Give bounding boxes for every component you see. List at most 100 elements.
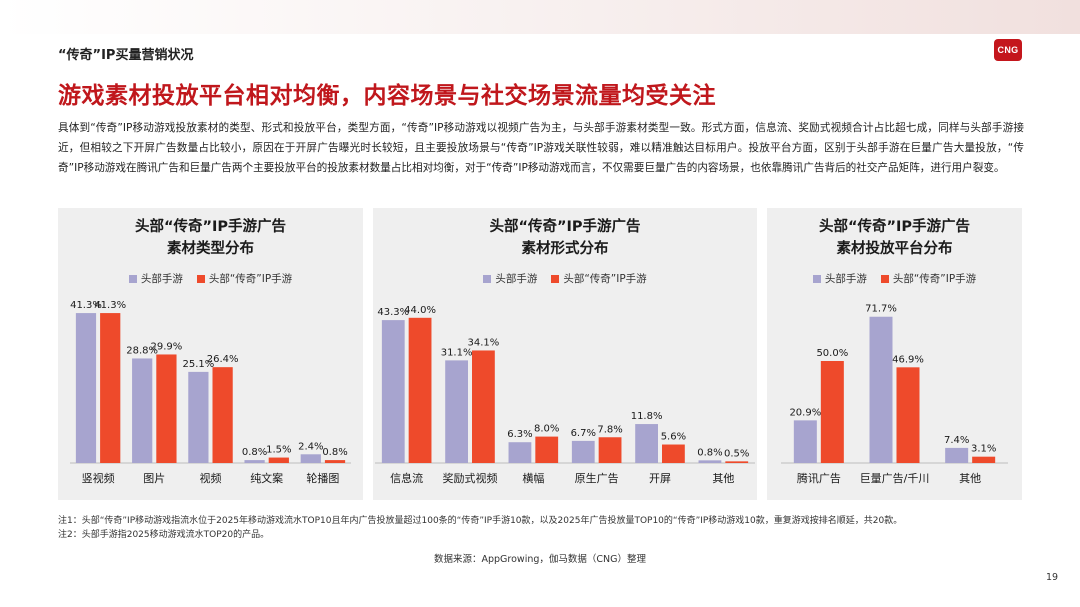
category-label: 轮播图: [306, 471, 339, 485]
category-label: 开屏: [649, 472, 671, 485]
bar-chart-form: 43.3%44.0% 信息流 31.1%34.1% 奖励式视频 6.3%8.0% 横幅 6.…: [375, 305, 755, 485]
data-label: 6.3%: [507, 429, 532, 440]
bar-chart-platform: 20.9% 50.0% 腾讯广告 71.7% 46.9% 巨量广告/千川 7.4%3.1% 其…: [781, 304, 1008, 485]
bar-series-b-4: [324, 460, 346, 463]
chart-title-line2: 素材投放平台分布: [836, 241, 953, 257]
bar-series-a-0: [793, 420, 817, 463]
bar-series-b-2: [212, 367, 233, 463]
bar-series-b-0: [408, 317, 432, 463]
cng-logo: CNG: [994, 39, 1022, 61]
category-label: 信息流: [390, 471, 423, 485]
data-label: 71.7%: [865, 304, 897, 315]
legend-item-series-b: 头部“传奇”IP手游: [551, 271, 647, 286]
data-label: 0.8%: [322, 447, 347, 458]
chart-panel-platform: 头部“传奇”IP手游广告 素材投放平台分布 头部手游 头部“传奇”IP手游 20…: [767, 208, 1022, 500]
data-label: 29.9%: [151, 341, 183, 352]
legend-label: 头部手游: [140, 273, 183, 285]
legend-item-series-a: 头部手游: [812, 271, 867, 286]
legend-label: 头部“传奇”IP手游: [892, 273, 977, 285]
intro-paragraph: 具体到“传奇”IP移动游戏投放素材的类型、形式和投放平台，类型方面，“传奇”IP…: [58, 122, 1024, 174]
data-label: 31.1%: [441, 347, 473, 358]
bar-series-a-2: [188, 371, 209, 463]
bar-series-a-1: [445, 360, 468, 463]
data-label: 0.8%: [242, 447, 267, 458]
chart-legend: 头部手游 头部“传奇”IP手游: [373, 271, 757, 286]
data-label: 41.3%: [94, 300, 126, 311]
legend-swatch: [812, 274, 821, 283]
category-label: 奖励式视频: [443, 471, 498, 485]
chart-title-line1: 头部“传奇”IP手游广告: [489, 219, 641, 235]
bar-series-b-0: [100, 313, 121, 463]
bar-chart-type: 41.3%41.3% 竖视频 28.8%29.9% 图片 25.1%26.4% 视频 0.8…: [70, 300, 351, 485]
bar-series-b-1: [896, 367, 920, 463]
data-label: 41.3%: [70, 300, 102, 311]
data-source: 数据来源：AppGrowing，伽马数据（CNG）整理: [434, 554, 646, 565]
section-label: “传奇”IP买量营销状况: [58, 48, 194, 63]
data-label: 6.7%: [571, 428, 596, 439]
bar-series-a-1: [869, 316, 893, 463]
category-label: 腾讯广告: [797, 471, 841, 485]
bar-series-b-0: [820, 361, 844, 463]
bar-series-a-0: [381, 320, 405, 463]
bar-series-b-1: [156, 354, 177, 463]
bar-series-a-3: [571, 440, 595, 463]
footnote-1: 注1：头部“传奇”IP移动游戏指流水位于2025年移动游戏流水TOP10且年内广…: [58, 516, 903, 526]
chart-title-line2: 素材形式分布: [521, 241, 609, 257]
page-number: 19: [1046, 572, 1059, 583]
legend-label: 头部“传奇”IP手游: [208, 273, 293, 285]
legend-label: 头部手游: [824, 273, 867, 285]
chart-title-line1: 头部“传奇”IP手游广告: [134, 219, 287, 235]
legend-item-series-b: 头部“传奇”IP手游: [880, 271, 977, 286]
legend-swatch: [196, 274, 205, 283]
chart-title-line2: 素材类型分布: [167, 241, 254, 257]
category-label: 竖视频: [82, 471, 115, 485]
chart-panel-type: 头部“传奇”IP手游广告 素材类型分布 头部手游 头部“传奇”IP手游 41.3…: [58, 208, 363, 500]
data-label: 50.0%: [816, 348, 848, 359]
data-label: 11.8%: [631, 411, 663, 422]
bar-series-a-5: [698, 460, 722, 463]
category-label: 巨量广告/千川: [860, 472, 930, 485]
data-label: 26.4%: [207, 354, 239, 365]
page-title: 游戏素材投放平台相对均衡，内容场景与社交场景流量均受关注: [58, 83, 716, 109]
legend-item-series-a: 头部手游: [128, 271, 183, 286]
data-label: 44.0%: [404, 305, 436, 316]
chart-legend: 头部手游 头部“传奇”IP手游: [767, 271, 1022, 286]
data-label: 46.9%: [892, 354, 924, 365]
data-label: 7.8%: [597, 424, 622, 435]
legend-swatch: [483, 274, 492, 283]
category-label: 横幅: [522, 471, 544, 485]
legend-label: 头部手游: [495, 273, 538, 285]
legend-swatch: [880, 274, 889, 283]
bar-series-b-5: [725, 461, 749, 463]
legend-swatch: [128, 274, 137, 283]
bar-series-b-3: [598, 437, 622, 463]
bar-series-b-4: [662, 444, 685, 463]
bar-series-a-0: [75, 313, 97, 463]
data-label: 8.0%: [534, 424, 559, 435]
chart-panel-form: 头部“传奇”IP手游广告 素材形式分布 头部手游 头部“传奇”IP手游 43.3…: [373, 208, 757, 500]
category-label: 其他: [959, 472, 981, 485]
legend-item-series-b: 头部“传奇”IP手游: [196, 271, 293, 286]
bar-series-b-2: [535, 436, 559, 463]
bar-series-b-3: [268, 457, 289, 463]
bar-series-a-4: [300, 454, 321, 463]
data-label: 25.1%: [182, 359, 214, 370]
data-label: 43.3%: [377, 307, 409, 318]
data-label: 5.6%: [661, 432, 686, 443]
bar-series-a-2: [945, 447, 969, 463]
data-label: 34.1%: [468, 337, 500, 348]
data-label: 0.5%: [724, 448, 749, 459]
bar-series-a-4: [635, 424, 658, 463]
chart-title-line1: 头部“传奇”IP手游广告: [818, 219, 971, 235]
bar-series-b-1: [472, 350, 495, 463]
category-label: 其他: [712, 472, 734, 485]
legend-swatch: [551, 274, 560, 283]
category-label: 原生广告: [575, 471, 619, 485]
data-label: 20.9%: [789, 407, 821, 418]
category-label: 视频: [200, 471, 222, 485]
bar-series-a-3: [244, 460, 265, 463]
legend-label: 头部“传奇”IP手游: [563, 273, 647, 285]
data-label: 3.1%: [971, 444, 996, 455]
data-label: 1.5%: [266, 445, 291, 456]
bar-series-a-2: [508, 442, 532, 463]
